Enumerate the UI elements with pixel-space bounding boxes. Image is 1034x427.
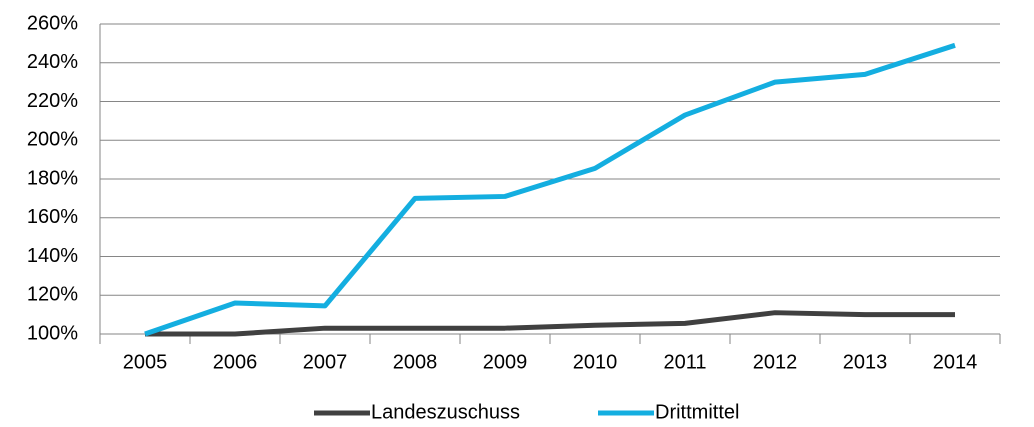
y-tick-label: 120% bbox=[27, 284, 78, 306]
x-tick-label: 2005 bbox=[123, 351, 168, 373]
legend-label: Drittmittel bbox=[655, 401, 739, 423]
y-tick-label: 200% bbox=[27, 129, 78, 151]
y-tick-label: 100% bbox=[27, 322, 78, 344]
series-line bbox=[145, 310, 955, 337]
x-tick-label: 2008 bbox=[393, 351, 438, 373]
x-tick-label: 2012 bbox=[753, 351, 798, 373]
y-tick-label: 160% bbox=[27, 206, 78, 228]
x-tick-label: 2007 bbox=[303, 351, 348, 373]
x-tick-label: 2013 bbox=[843, 351, 888, 373]
x-tick-label: 2014 bbox=[933, 351, 978, 373]
y-tick-label: 260% bbox=[27, 12, 78, 34]
legend-label: Landeszuschuss bbox=[371, 401, 520, 423]
x-tick-label: 2006 bbox=[213, 351, 258, 373]
series-line bbox=[144, 42, 956, 337]
y-tick-label: 180% bbox=[27, 167, 78, 189]
y-tick-label: 240% bbox=[27, 51, 78, 73]
y-tick-label: 140% bbox=[27, 245, 78, 267]
y-tick-label: 220% bbox=[27, 90, 78, 112]
x-tick-label: 2010 bbox=[573, 351, 618, 373]
x-tick-label: 2009 bbox=[483, 351, 528, 373]
x-tick-label: 2011 bbox=[663, 351, 706, 373]
